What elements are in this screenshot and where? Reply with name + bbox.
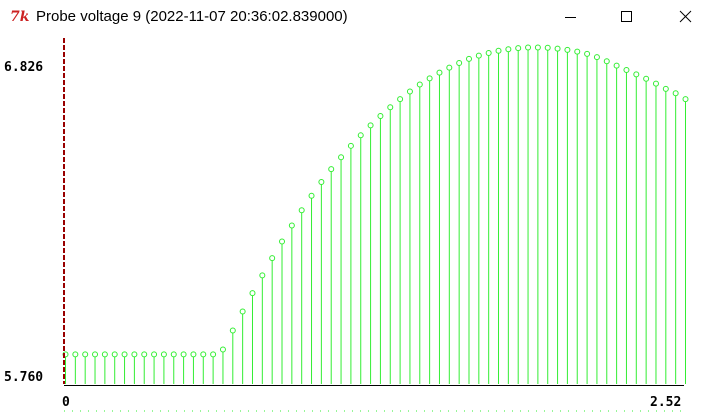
stem-marker (672, 90, 679, 97)
minimize-button[interactable] (542, 0, 598, 34)
stem-marker (613, 62, 620, 69)
stems-group (62, 44, 689, 384)
stem-marker (515, 45, 522, 52)
stem-marker (534, 44, 541, 51)
stem-marker (318, 178, 325, 185)
close-icon (679, 10, 692, 23)
title-bar: 7k Probe voltage 9 (2022-11-07 20:36:02.… (0, 0, 712, 34)
stem-marker (111, 351, 118, 358)
stem-marker (170, 351, 177, 358)
stem-marker (72, 351, 79, 358)
stem-marker (406, 88, 413, 95)
stem-marker (298, 207, 305, 214)
stem-marker (544, 44, 551, 51)
stem-marker (219, 346, 226, 353)
stem-marker (249, 290, 256, 297)
stem-marker (593, 54, 600, 61)
maximize-icon (621, 11, 632, 22)
stem-marker (269, 255, 276, 262)
stem-marker (160, 351, 167, 358)
stem-marker (288, 222, 295, 229)
stem-marker (495, 47, 502, 54)
stem-marker (239, 308, 246, 315)
stem-marker (436, 69, 443, 76)
stem-marker (367, 122, 374, 129)
stem-marker (456, 59, 463, 66)
stem-marker (347, 142, 354, 149)
stem-marker (377, 113, 384, 120)
window-title: Probe voltage 9 (2022-11-07 20:36:02.839… (36, 8, 348, 25)
x-axis-right-label: 2.52 (650, 395, 682, 410)
stem-marker (180, 351, 187, 358)
stem-marker (662, 85, 669, 92)
stem-marker (584, 50, 591, 57)
stem-marker (643, 75, 650, 82)
x-axis-left-label: 0 (62, 395, 70, 410)
stem-marker (308, 192, 315, 199)
stem-marker (446, 64, 453, 71)
stem-marker (397, 96, 404, 103)
stem-marker (475, 52, 482, 59)
stem-marker (82, 351, 89, 358)
stem-marker (121, 351, 128, 358)
stem-marker (190, 351, 197, 358)
stem-marker (357, 132, 364, 139)
stem-marker (682, 96, 689, 103)
stem-marker (554, 45, 561, 52)
stem-marker (210, 351, 217, 358)
stem-marker (387, 104, 394, 111)
app-logo-icon: 7k (10, 9, 30, 25)
stem-marker (92, 351, 99, 358)
stem-marker (426, 75, 433, 82)
stem-marker (338, 154, 345, 161)
stem-marker (564, 46, 571, 53)
stem-marker (229, 327, 236, 334)
minimize-icon (565, 17, 576, 18)
stem-marker (623, 66, 630, 73)
y-axis-top-label: 6.826 (4, 60, 44, 75)
stem-marker (603, 58, 610, 65)
stem-marker (259, 272, 266, 279)
stem-marker (141, 351, 148, 358)
close-button[interactable] (656, 0, 712, 34)
stem-marker (652, 80, 659, 87)
stem-marker (505, 46, 512, 53)
stem-marker (131, 351, 138, 358)
y-axis-bottom-label: 5.760 (4, 370, 44, 385)
stem-marker (328, 166, 335, 173)
stem-marker (633, 71, 640, 78)
stem-marker (416, 81, 423, 88)
stem-marker (525, 44, 532, 51)
stem-marker (279, 238, 286, 245)
stem-marker (465, 55, 472, 62)
stem-marker (200, 351, 207, 358)
stem-marker (574, 48, 581, 55)
plot-area[interactable]: 6.826 5.760 0 2.52 (0, 34, 712, 413)
maximize-button[interactable] (598, 0, 654, 34)
stem-marker (151, 351, 158, 358)
stem-plot (62, 38, 689, 412)
stem-marker (101, 351, 108, 358)
stem-marker (485, 50, 492, 57)
